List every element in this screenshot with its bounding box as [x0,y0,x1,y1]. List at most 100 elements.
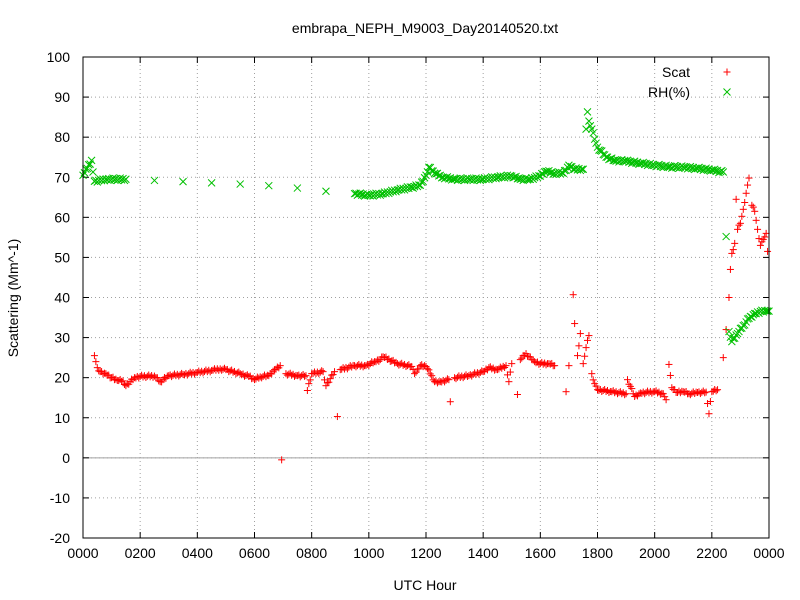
rh-point [264,181,273,190]
scat-point [411,370,419,378]
scat-point [329,371,337,379]
scat-point [756,241,764,249]
scat-point [319,368,327,376]
x-tick-label: 0400 [182,545,213,561]
rh-point [585,117,593,125]
scat-point [93,364,101,372]
scat-point [513,391,521,399]
axis-ticks [82,56,770,539]
scat-point [306,376,314,384]
scat-point [353,362,361,370]
rh-point [236,180,245,188]
scat-point [468,372,476,380]
rh-point [722,232,730,241]
scat-point [742,189,750,197]
y-tick-label: 30 [54,330,70,346]
scat-point [583,336,591,344]
scat-point [190,370,198,378]
scat-point [734,225,742,233]
legend-label: RH(%) [648,84,690,100]
scat-point [160,373,168,381]
scat-point [316,368,324,376]
scat-point [315,370,323,378]
scat-point [538,358,546,366]
scat-point [278,456,286,464]
y-tick-label: 90 [54,89,70,105]
scat-point [762,229,770,237]
rh-point [207,179,216,187]
data-points [79,108,773,464]
scat-point [726,265,734,273]
rh-point [89,168,97,176]
scat-point [551,362,559,370]
scat-point [475,370,483,378]
scat-point [729,246,737,254]
scat-point [301,372,309,380]
scat-point [328,371,336,379]
rh-point [420,173,429,182]
scat-point [403,362,411,370]
x-tick-label: 2200 [696,545,727,561]
scat-point [391,359,399,367]
scat-point [764,247,772,255]
scat-point [358,361,366,369]
scat-point [442,376,450,384]
legend: Scat RH(%) [648,64,731,100]
axis-tick-labels: 0000 0200 0400 0600 0800 1000 1200 1400 1600 1800… [47,49,785,561]
legend-marker [723,68,731,76]
y-tick-label: 50 [54,249,70,265]
scat-point [343,365,351,373]
scat-point [155,377,163,385]
x-tick-label: 2000 [639,545,670,561]
rh-point [579,165,588,174]
scat-point [262,373,270,381]
rh-point [583,108,592,116]
x-tick-label: 0000 [67,545,98,561]
scat-point [575,342,583,350]
scat-point [722,326,730,334]
scat-point [318,367,326,375]
scat-point [516,356,524,364]
scat-point [499,362,507,370]
rh-point [87,156,96,165]
rh-point [577,165,586,174]
scat-point [622,390,630,398]
scat-point [539,360,547,368]
scat-point [95,367,103,375]
scat-point [140,372,148,380]
scat-point [412,368,420,376]
scat-point [206,368,214,376]
rh-point [179,177,187,186]
scat-point [102,370,110,378]
scat-point [705,410,713,418]
scat-point [429,376,437,384]
rh-point [582,125,590,134]
legend-label: Scat [662,64,690,80]
scat-point [443,375,451,383]
y-tick-label: 20 [54,370,70,386]
x-tick-label: 1000 [353,545,384,561]
scat-point [632,391,640,399]
scat-point [138,371,146,379]
plot-frame [82,56,770,539]
scat-point [508,360,516,368]
scat-point [661,393,669,401]
scat-point [369,359,377,367]
scat-point [745,174,753,182]
rh-point [322,187,330,196]
scat-point [242,372,250,380]
scat-point [302,372,310,380]
rh-point [725,327,733,336]
scat-point [325,378,333,386]
rh-point [636,159,645,168]
scat-point [681,388,689,396]
scat-point [243,371,251,379]
y-axis-label: Scattering (Mm^-1) [5,239,21,358]
scat-point [118,377,126,385]
scat-point [749,203,757,211]
scat-point [432,377,440,385]
scat-point [331,368,339,376]
scat-point [359,363,367,371]
scat-point [323,379,331,387]
x-tick-label: 1200 [410,545,441,561]
